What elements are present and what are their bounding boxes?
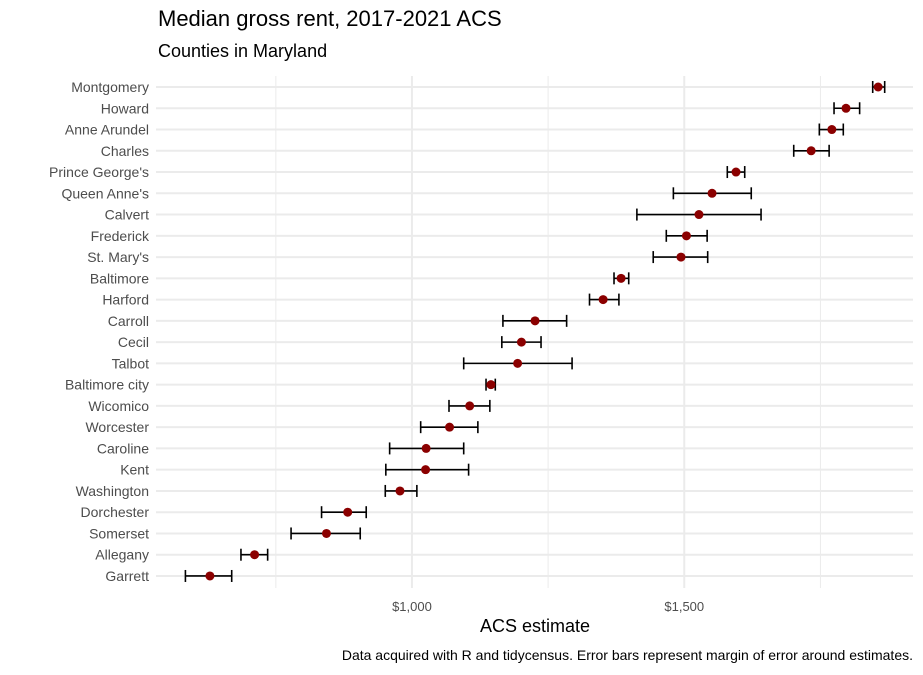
data-point	[205, 571, 215, 581]
data-point	[486, 380, 496, 390]
y-tick-label: Garrett	[105, 568, 149, 584]
data-point	[827, 125, 837, 135]
y-tick-label: Caroline	[97, 440, 149, 456]
y-tick-label: Prince George's	[49, 164, 149, 180]
y-tick-label: Wicomico	[88, 398, 149, 414]
data-point	[343, 507, 353, 517]
y-tick-label: Charles	[101, 143, 149, 159]
data-point	[616, 273, 626, 283]
y-tick-label: Frederick	[91, 228, 150, 244]
y-tick-label: Allegany	[95, 547, 149, 563]
data-point	[873, 82, 883, 92]
data-point	[694, 210, 704, 220]
data-point	[676, 252, 686, 262]
x-axis-label: ACS estimate	[479, 616, 591, 636]
data-point	[598, 295, 608, 305]
y-tick-label: Calvert	[105, 207, 149, 223]
chart-caption: Data acquired with R and tidycensus. Err…	[341, 647, 913, 663]
x-tick-label: $1,000	[392, 599, 432, 614]
data-point	[250, 550, 260, 560]
y-tick-label: Dorchester	[81, 504, 150, 520]
y-tick-label: Baltimore	[90, 270, 149, 286]
data-point	[421, 443, 431, 453]
y-tick-label: Baltimore city	[65, 377, 149, 393]
data-point	[395, 486, 405, 496]
data-point	[321, 528, 331, 538]
y-tick-label: St. Mary's	[87, 249, 149, 265]
data-point	[513, 358, 523, 368]
y-tick-label: Talbot	[112, 355, 149, 371]
data-point	[465, 401, 475, 411]
chart-subtitle: Counties in Maryland	[158, 41, 328, 61]
y-tick-label: Worcester	[85, 419, 149, 435]
data-point	[421, 465, 431, 475]
data-point	[445, 422, 455, 432]
y-tick-label: Harford	[102, 292, 149, 308]
y-tick-label: Carroll	[108, 313, 149, 329]
chart-title: Median gross rent, 2017-2021 ACS	[158, 6, 502, 31]
y-tick-label: Queen Anne's	[61, 185, 149, 201]
y-tick-label: Montgomery	[71, 79, 149, 95]
data-point	[806, 146, 816, 156]
data-point	[681, 231, 691, 241]
y-tick-label: Anne Arundel	[65, 122, 149, 138]
data-point	[841, 103, 851, 113]
data-point	[731, 167, 741, 177]
y-tick-label: Washington	[76, 483, 149, 499]
data-point	[530, 316, 540, 326]
data-point	[516, 337, 526, 347]
x-tick-label: $1,500	[664, 599, 704, 614]
y-tick-label: Kent	[120, 462, 149, 478]
y-tick-label: Cecil	[118, 334, 149, 350]
y-tick-label: Somerset	[89, 525, 149, 541]
data-point	[707, 188, 717, 198]
y-tick-label: Howard	[101, 100, 149, 116]
